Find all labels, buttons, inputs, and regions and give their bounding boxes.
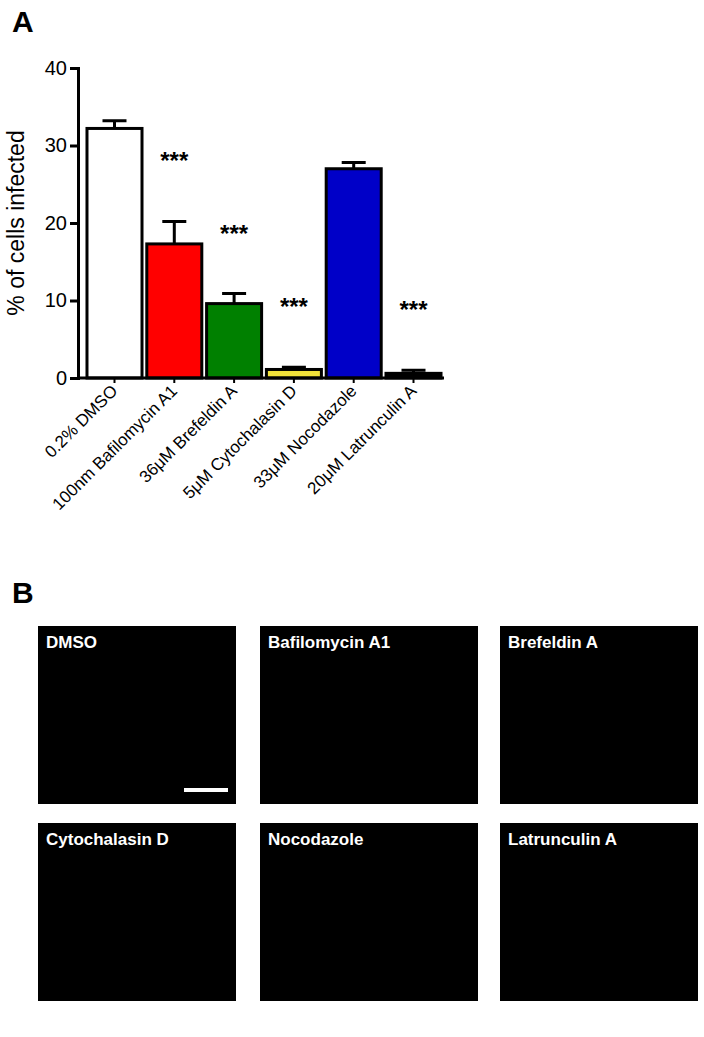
tick-label: 33μM Nocodazole (250, 381, 361, 492)
image-label: Cytochalasin D (46, 830, 169, 849)
tick-label: 36μM Brefeldin A (136, 381, 242, 487)
tick: 100nm Bafilomycin A1 (49, 378, 181, 514)
tick: 5μM Cytochalasin D (179, 378, 300, 503)
bar (207, 304, 262, 378)
tick-mark (113, 378, 115, 383)
tick-label: 10 (45, 289, 67, 311)
tick: 20μM Latrunculin A (304, 378, 421, 498)
tick-label: 40 (45, 57, 67, 79)
tick-mark (353, 378, 355, 383)
axis-line (78, 377, 444, 380)
tick-label: 20 (45, 212, 67, 234)
tick-label: 0 (56, 367, 67, 389)
tick: 30 (45, 134, 78, 156)
image (260, 823, 478, 1001)
image (38, 626, 236, 804)
significance: *** (399, 296, 428, 323)
tick-mark (70, 300, 78, 303)
tick: 20 (45, 212, 78, 234)
tick-label: 20μM Latrunculin A (304, 381, 421, 498)
tick-mark (293, 378, 295, 383)
tick-mark (233, 378, 235, 383)
image (500, 626, 698, 804)
tick-mark (70, 145, 78, 148)
error-bar (162, 221, 186, 243)
image-panel: Brefeldin A (500, 626, 698, 804)
tick: 10 (45, 289, 78, 311)
tick-mark (70, 222, 78, 225)
tick-mark (70, 377, 78, 380)
x-axis: 0.2% DMSO100nm Bafilomycin A136μM Brefel… (41, 378, 444, 514)
tick-mark (173, 378, 175, 383)
tick: 33μM Nocodazole (250, 378, 361, 492)
panel-label: A (12, 5, 34, 38)
image-label: Latrunculin A (508, 830, 617, 849)
image-panel: Bafilomycin A1 (260, 626, 478, 804)
error-bar (222, 294, 246, 304)
axis-title: % of cells infected (3, 130, 29, 315)
tick: 40 (45, 57, 78, 79)
image-panel: DMSO (38, 626, 236, 804)
image (260, 626, 478, 804)
figure: A B *** *** *** *** 0 10 20 30 40 % of cells infect… (0, 0, 704, 1037)
tick-mark (70, 67, 78, 70)
image-panel: Nocodazole (260, 823, 478, 1001)
y-axis: 0 10 20 30 40 (45, 57, 79, 389)
panel-label: B (12, 576, 34, 609)
image (500, 823, 698, 1001)
image-panel: Latrunculin A (500, 823, 698, 1001)
image (38, 823, 236, 1001)
bar (147, 244, 202, 378)
tick: 0 (56, 367, 78, 389)
significance: *** (280, 293, 309, 320)
image-panel: Cytochalasin D (38, 823, 236, 1001)
tick-label: 5μM Cytochalasin D (179, 381, 300, 502)
image-label: DMSO (46, 633, 97, 652)
tick-label: 30 (45, 134, 67, 156)
bar (87, 128, 142, 378)
tick: 36μM Brefeldin A (136, 378, 242, 487)
image-label: Bafilomycin A1 (268, 633, 390, 652)
tick-mark (413, 378, 415, 383)
bar (326, 169, 381, 378)
axis-line (70, 69, 79, 379)
significance: *** (160, 147, 189, 174)
bars (87, 121, 441, 378)
significance: *** (220, 220, 249, 247)
image-label: Brefeldin A (508, 633, 598, 652)
scale-bar (184, 788, 228, 792)
image-label: Nocodazole (268, 830, 363, 849)
